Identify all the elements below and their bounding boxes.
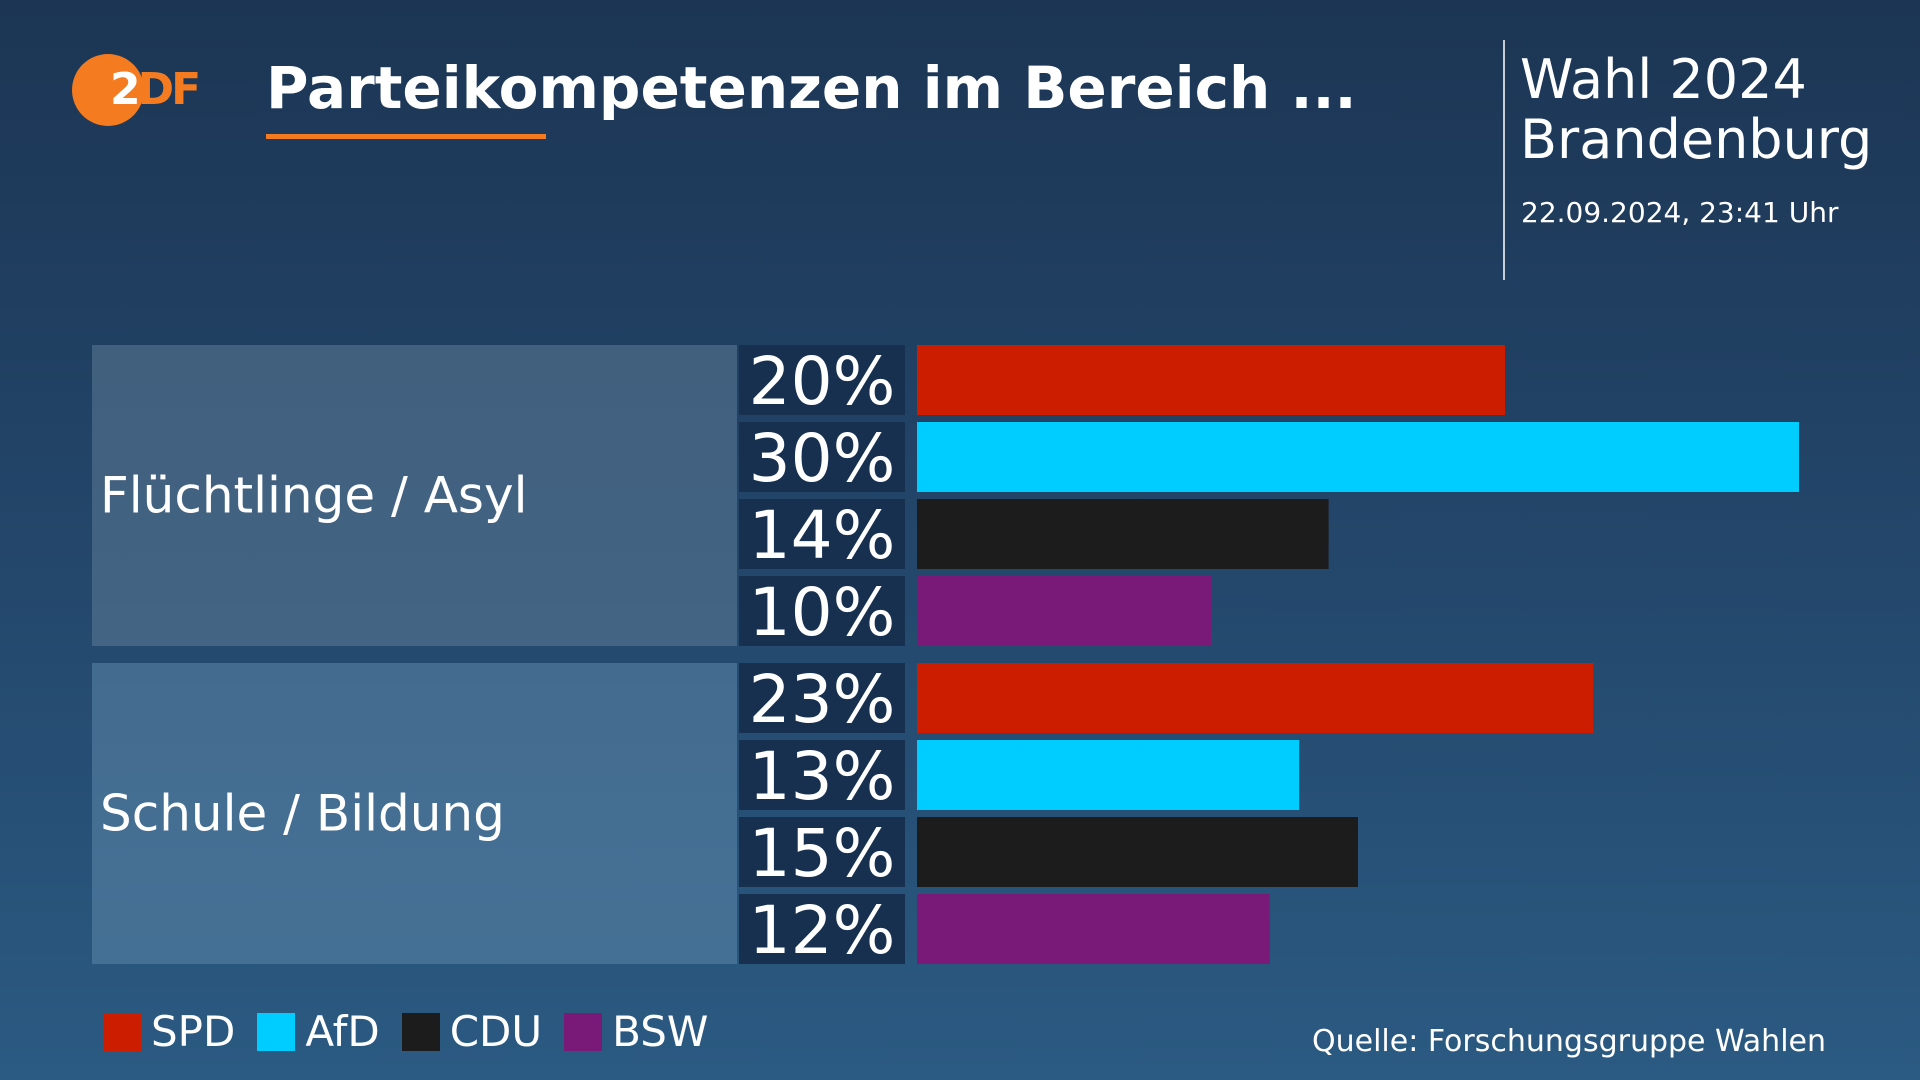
bar-cdu-schule-bildung [917, 817, 1358, 887]
legend-label-afd: AfD [305, 1007, 380, 1056]
value-label-afd-schule-bildung: 13% [749, 738, 896, 815]
title-underline [266, 134, 546, 139]
category-panel-fl-chtlinge-asyl [92, 345, 737, 646]
legend-item-spd: SPD [103, 1008, 235, 1056]
bar-chart: Flüchtlinge / Asyl 20%30%14%10% Schule / B… [92, 343, 1799, 969]
category-panel-schule-bildung [92, 663, 737, 964]
legend-swatch-afd [257, 1013, 296, 1051]
category-label-schule-bildung: Schule / Bildung [100, 785, 505, 843]
header-divider [1503, 40, 1505, 280]
value-label-box [739, 499, 905, 569]
value-label-box [739, 740, 905, 810]
value-label-box [739, 422, 905, 492]
bar-cdu-fl-chtlinge-asyl [917, 499, 1329, 569]
source-note: Quelle: Forschungsgruppe Wahlen [1312, 1024, 1826, 1059]
legend-item-afd: AfD [257, 1007, 380, 1056]
bar-bsw-schule-bildung [917, 894, 1270, 964]
value-label-cdu-fl-chtlinge-asyl: 14% [749, 497, 896, 574]
value-label-box [739, 663, 905, 733]
legend-item-bsw: BSW [564, 1008, 708, 1056]
legend-label-cdu: CDU [449, 1007, 543, 1056]
election-info: Wahl 2024 Brandenburg [1520, 50, 1872, 170]
value-label-box [739, 894, 905, 964]
value-label-box [739, 576, 905, 646]
page-title: Parteikompetenzen im Bereich ... [266, 54, 1357, 122]
legend: SPD AfD CDU BSW [103, 1008, 730, 1056]
zdf-logo: 2DF [72, 54, 202, 126]
zdf-logo-text-orange: DF [137, 64, 202, 115]
legend-swatch-spd [103, 1013, 141, 1051]
bar-afd-fl-chtlinge-asyl [917, 422, 1799, 492]
category-label-fl-chtlinge-asyl: Flüchtlinge / Asyl [100, 467, 527, 525]
legend-swatch-cdu [401, 1013, 440, 1051]
zdf-logo-text-white: 2 [110, 64, 141, 115]
legend-item-cdu: CDU [401, 1007, 543, 1056]
bar-afd-schule-bildung [917, 740, 1300, 810]
value-label-spd-schule-bildung: 23% [749, 661, 896, 738]
election-title: Wahl 2024 [1520, 48, 1807, 111]
election-region: Brandenburg [1520, 108, 1873, 171]
value-label-bsw-schule-bildung: 12% [749, 892, 896, 969]
legend-label-spd: SPD [151, 1007, 236, 1056]
bar-bsw-fl-chtlinge-asyl [917, 576, 1211, 646]
legend-label-bsw: BSW [612, 1007, 709, 1056]
bar-spd-fl-chtlinge-asyl [917, 345, 1505, 415]
value-label-spd-fl-chtlinge-asyl: 20% [749, 343, 896, 420]
value-label-box [739, 817, 905, 887]
zdf-logo-text: 2DF [110, 64, 202, 116]
value-label-afd-fl-chtlinge-asyl: 30% [749, 420, 896, 497]
zdf-logo-circle [72, 54, 144, 126]
value-label-box [739, 345, 905, 415]
bar-spd-schule-bildung [917, 663, 1594, 733]
timestamp: 22.09.2024, 23:41 Uhr [1521, 196, 1839, 229]
legend-swatch-bsw [564, 1013, 603, 1051]
value-label-cdu-schule-bildung: 15% [749, 815, 896, 892]
value-label-bsw-fl-chtlinge-asyl: 10% [749, 574, 896, 651]
